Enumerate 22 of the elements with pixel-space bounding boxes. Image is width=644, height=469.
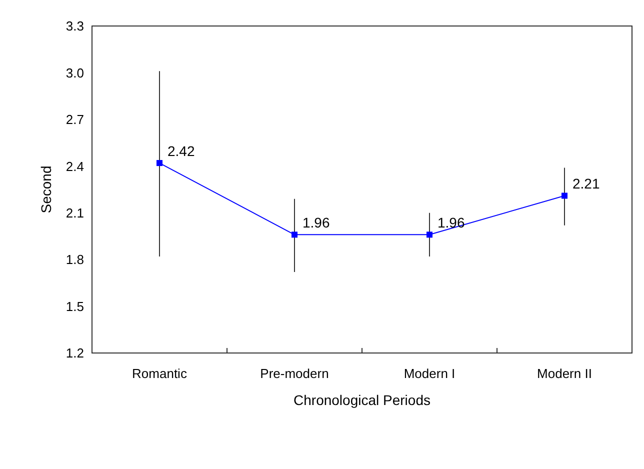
point (156, 160, 162, 166)
x-tick-label: Modern II (537, 366, 592, 382)
x-tick-label: Modern I (404, 366, 456, 382)
point (426, 232, 432, 238)
y-tick-label: 1.8 (66, 252, 84, 268)
y-tick-label: 3.0 (66, 65, 84, 80)
point (292, 232, 298, 238)
data-label: 2.21 (572, 176, 600, 192)
x-tick-label: Romantic (132, 366, 188, 382)
x-tick-label: Pre-modern (260, 366, 329, 382)
data-label: 1.96 (438, 214, 465, 231)
data-label: 1.96 (302, 214, 330, 231)
y-tick-label: 3.3 (66, 18, 84, 34)
y-tick-label: 1.2 (66, 346, 84, 361)
y-tick-label: 2.7 (66, 112, 84, 128)
x-axis-title: Chronological Periods (294, 392, 430, 408)
data-label: 2.42 (168, 143, 195, 159)
y-tick-label: 2.1 (66, 205, 84, 220)
y-axis-title: Second (38, 166, 54, 214)
point (562, 192, 568, 199)
y-tick-label: 2.4 (66, 158, 84, 174)
y-tick-label: 1.5 (66, 298, 84, 314)
